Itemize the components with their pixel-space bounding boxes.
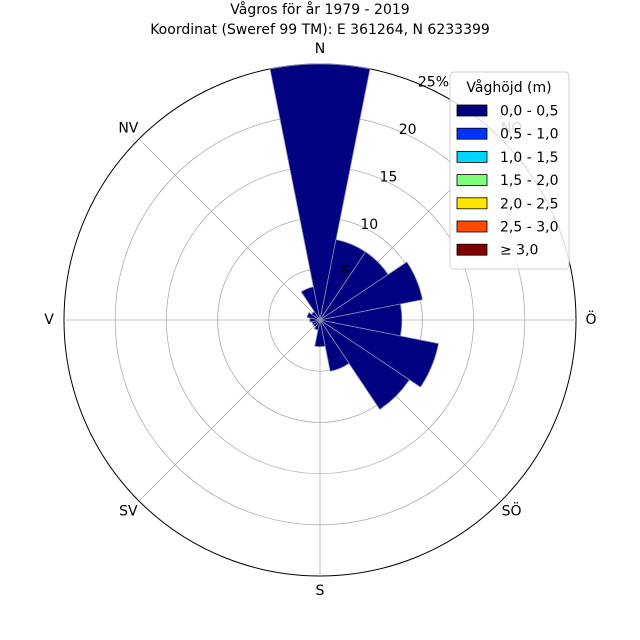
legend-label: 1,5 - 2,0 bbox=[500, 173, 558, 189]
direction-label: NV bbox=[118, 120, 138, 136]
grid-spoke bbox=[138, 319, 321, 502]
grid-spoke bbox=[138, 138, 321, 321]
legend-swatch bbox=[456, 174, 488, 187]
legend-label: 2,5 - 3,0 bbox=[500, 220, 558, 236]
legend: Våghöjd (m) 0,0 - 0,5 0,5 - 1,0 1,0 - 1,5 1… bbox=[449, 71, 570, 270]
chart-title: Vågros för år 1979 - 2019 bbox=[230, 1, 409, 18]
legend-swatch bbox=[456, 220, 488, 233]
legend-entries: 0,0 - 0,5 0,5 - 1,0 1,0 - 1,5 1,5 - 2,0 2,0 … bbox=[456, 104, 558, 259]
legend-swatch bbox=[456, 127, 488, 140]
sector-bar bbox=[319, 319, 410, 410]
radial-tick-labels: 5 10 15 20 25% bbox=[341, 75, 449, 281]
radial-tick-label: 25% bbox=[418, 75, 449, 91]
legend-title: Våghöjd (m) bbox=[466, 79, 551, 96]
radial-tick-label: 15 bbox=[380, 170, 398, 186]
sector-bar bbox=[319, 319, 439, 388]
sector-bar bbox=[314, 319, 326, 348]
direction-label: N bbox=[315, 41, 325, 57]
radial-tick-label: 5 bbox=[341, 265, 350, 281]
sector-bar bbox=[300, 286, 321, 321]
legend-label: 1,0 - 1,5 bbox=[500, 150, 558, 166]
legend-swatch bbox=[456, 150, 488, 163]
direction-label: S bbox=[316, 583, 325, 599]
wave-sectors bbox=[269, 63, 439, 410]
direction-label: Ö bbox=[585, 310, 596, 328]
direction-label: V bbox=[44, 312, 54, 328]
legend-swatch bbox=[456, 104, 488, 117]
radial-tick-label: 20 bbox=[399, 122, 417, 138]
sector-bar bbox=[269, 63, 371, 321]
direction-label: SV bbox=[119, 504, 138, 520]
legend-label: ≥ 3,0 bbox=[500, 243, 538, 259]
legend-swatch bbox=[456, 243, 488, 256]
radial-tick-label: 10 bbox=[360, 217, 378, 233]
direction-label: SÖ bbox=[502, 502, 522, 520]
sector-bar bbox=[319, 261, 423, 321]
legend-label: 2,0 - 2,5 bbox=[500, 196, 558, 212]
chart-subtitle: Koordinat (Sweref 99 TM): E 361264, N 62… bbox=[150, 22, 490, 38]
sector-bar bbox=[319, 319, 350, 372]
legend-frame bbox=[449, 71, 570, 270]
legend-label: 0,5 - 1,0 bbox=[500, 127, 558, 143]
legend-label: 0,0 - 0,5 bbox=[500, 104, 558, 120]
legend-swatch bbox=[456, 197, 488, 210]
